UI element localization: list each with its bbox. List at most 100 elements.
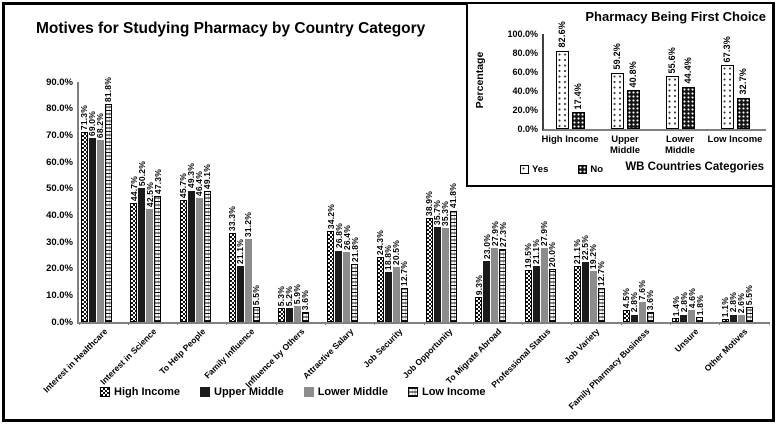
- bar: [571, 112, 585, 129]
- x-axis-tick: [719, 322, 721, 325]
- bar: [130, 202, 138, 322]
- x-axis-tick: [768, 322, 770, 325]
- bar-group: 71.3% 69.0% 68.2% 81.8%: [79, 77, 113, 322]
- y-tick-label: 0.0%: [517, 124, 538, 134]
- legend-item: High Income: [100, 386, 180, 398]
- bar-wrap: 12.7%: [399, 82, 409, 322]
- bar: [351, 263, 359, 322]
- bar-wrap: 5.2%: [284, 82, 294, 322]
- legend-label: Low Income: [421, 386, 486, 398]
- bar-wrap: 5.9%: [292, 82, 302, 322]
- bar: [665, 76, 679, 129]
- bar: [475, 297, 483, 322]
- x-category-label: Upper Middle: [609, 134, 641, 156]
- inset-y-axis-label: Percentage: [474, 51, 486, 109]
- x-axis-tick: [522, 322, 524, 325]
- legend-item: Low Income: [407, 386, 486, 398]
- y-tick-label: 80.0%: [512, 48, 538, 58]
- bar-wrap: 32.7%: [736, 34, 750, 129]
- bar-group: 45.7% 49.3% 46.4% 49.1%: [178, 82, 212, 322]
- bar-wrap: 19.2%: [588, 82, 598, 322]
- bar-value-label: 17.4%: [572, 82, 583, 110]
- bar-value-label: 31.2%: [243, 211, 254, 237]
- x-category-label: Family Influence: [202, 326, 257, 381]
- y-tick-label: 20.0%: [46, 263, 73, 275]
- bar-wrap: 47.3%: [153, 82, 163, 322]
- bar: [327, 230, 335, 322]
- bar: [573, 265, 581, 322]
- y-tick-label: 40.0%: [512, 86, 538, 96]
- bar: [696, 317, 704, 322]
- x-category-label: Job Security: [361, 326, 405, 370]
- bar-wrap: 42.5%: [145, 82, 155, 322]
- bar: [681, 86, 695, 129]
- legend-swatch: [303, 387, 314, 397]
- bar: [589, 270, 597, 322]
- bar-wrap: 45.7%: [178, 82, 188, 322]
- bar-group: 82.6% 17.4%: [555, 21, 585, 129]
- bar-wrap: 2.8%: [679, 82, 689, 322]
- bar: [491, 247, 499, 322]
- bar-value-label: 3.6%: [300, 290, 311, 311]
- bar-wrap: 35.7%: [432, 82, 442, 322]
- bar: [631, 314, 639, 322]
- bar-value-label: 67.3%: [721, 35, 732, 63]
- x-axis-tick: [324, 322, 326, 325]
- main-plot-area: 0.0% 10.0% 20.0% 30.0% 40.0% 50.0% 60.0% 70.0% 8…: [41, 77, 770, 411]
- bar: [228, 233, 236, 322]
- bar-wrap: 12.7%: [596, 82, 607, 322]
- bar-wrap: 2.6%: [736, 82, 746, 322]
- x-axis-tick: [177, 322, 179, 325]
- bar-wrap: 21.1%: [572, 82, 582, 322]
- bar: [555, 50, 569, 129]
- bar: [154, 195, 162, 322]
- bar-value-label: 59.2%: [611, 43, 622, 70]
- bar: [736, 97, 750, 129]
- bar: [426, 218, 433, 322]
- bar-group: 24.3% 18.8% 20.5% 12.7%: [375, 82, 409, 322]
- bar-wrap: 17.4%: [571, 34, 585, 129]
- bar-group: 1.4% 2.8% 4.6% 1.8%: [671, 82, 705, 322]
- bar: [610, 72, 624, 129]
- x-category-label: To Help People: [157, 326, 208, 377]
- bar-wrap: 46.4%: [194, 82, 204, 322]
- bar-group: 38.9% 35.7% 35.3% 41.8%: [424, 82, 458, 322]
- bar: [442, 227, 449, 322]
- bar-wrap: 67.3%: [720, 34, 734, 129]
- x-category-label: Professional Status: [489, 326, 553, 390]
- x-axis-tick: [620, 322, 622, 325]
- bar-group: 1.1% 2.8% 2.6% 5.5%: [720, 82, 754, 322]
- bar: [626, 90, 640, 129]
- bar-wrap: 49.3%: [186, 82, 196, 322]
- bar-value-label: 3.6%: [645, 290, 656, 311]
- bar: [187, 190, 195, 322]
- bar: [597, 288, 605, 322]
- bar-wrap: 38.9%: [424, 82, 434, 322]
- bar-wrap: 1.4%: [671, 82, 681, 322]
- bar: [729, 314, 737, 322]
- bar-wrap: 23.0%: [482, 82, 492, 322]
- x-category-label: Attractive Salary: [300, 326, 356, 381]
- bar: [195, 198, 203, 322]
- legend-swatch: [200, 387, 211, 397]
- bar-wrap: 19.5%: [523, 82, 533, 322]
- legend-item: Yes: [520, 164, 548, 175]
- legend-label: High Income: [114, 386, 181, 398]
- legend-swatch: [100, 387, 110, 397]
- bar: [647, 312, 655, 322]
- bar: [146, 208, 154, 322]
- bar-wrap: 1.1%: [720, 82, 730, 322]
- bar-value-label: 9.3%: [473, 275, 484, 296]
- bar-wrap: 5.5%: [744, 82, 754, 322]
- bar-wrap: 5.3%: [276, 82, 286, 322]
- y-tick-label: 20.0%: [512, 105, 538, 115]
- bar-wrap: 1.8%: [695, 82, 705, 322]
- x-category-label: Influence by Others: [242, 326, 307, 390]
- bar-wrap: 44.4%: [681, 34, 695, 129]
- first-choice-inset: Pharmacy Being First Choice Percentage 0…: [466, 2, 774, 187]
- bar-wrap: 7.6%: [637, 82, 647, 322]
- y-tick-label: 50.0%: [46, 183, 73, 195]
- bar: [720, 65, 734, 129]
- bar: [384, 271, 392, 322]
- bar-value-label: 12.7%: [596, 261, 607, 287]
